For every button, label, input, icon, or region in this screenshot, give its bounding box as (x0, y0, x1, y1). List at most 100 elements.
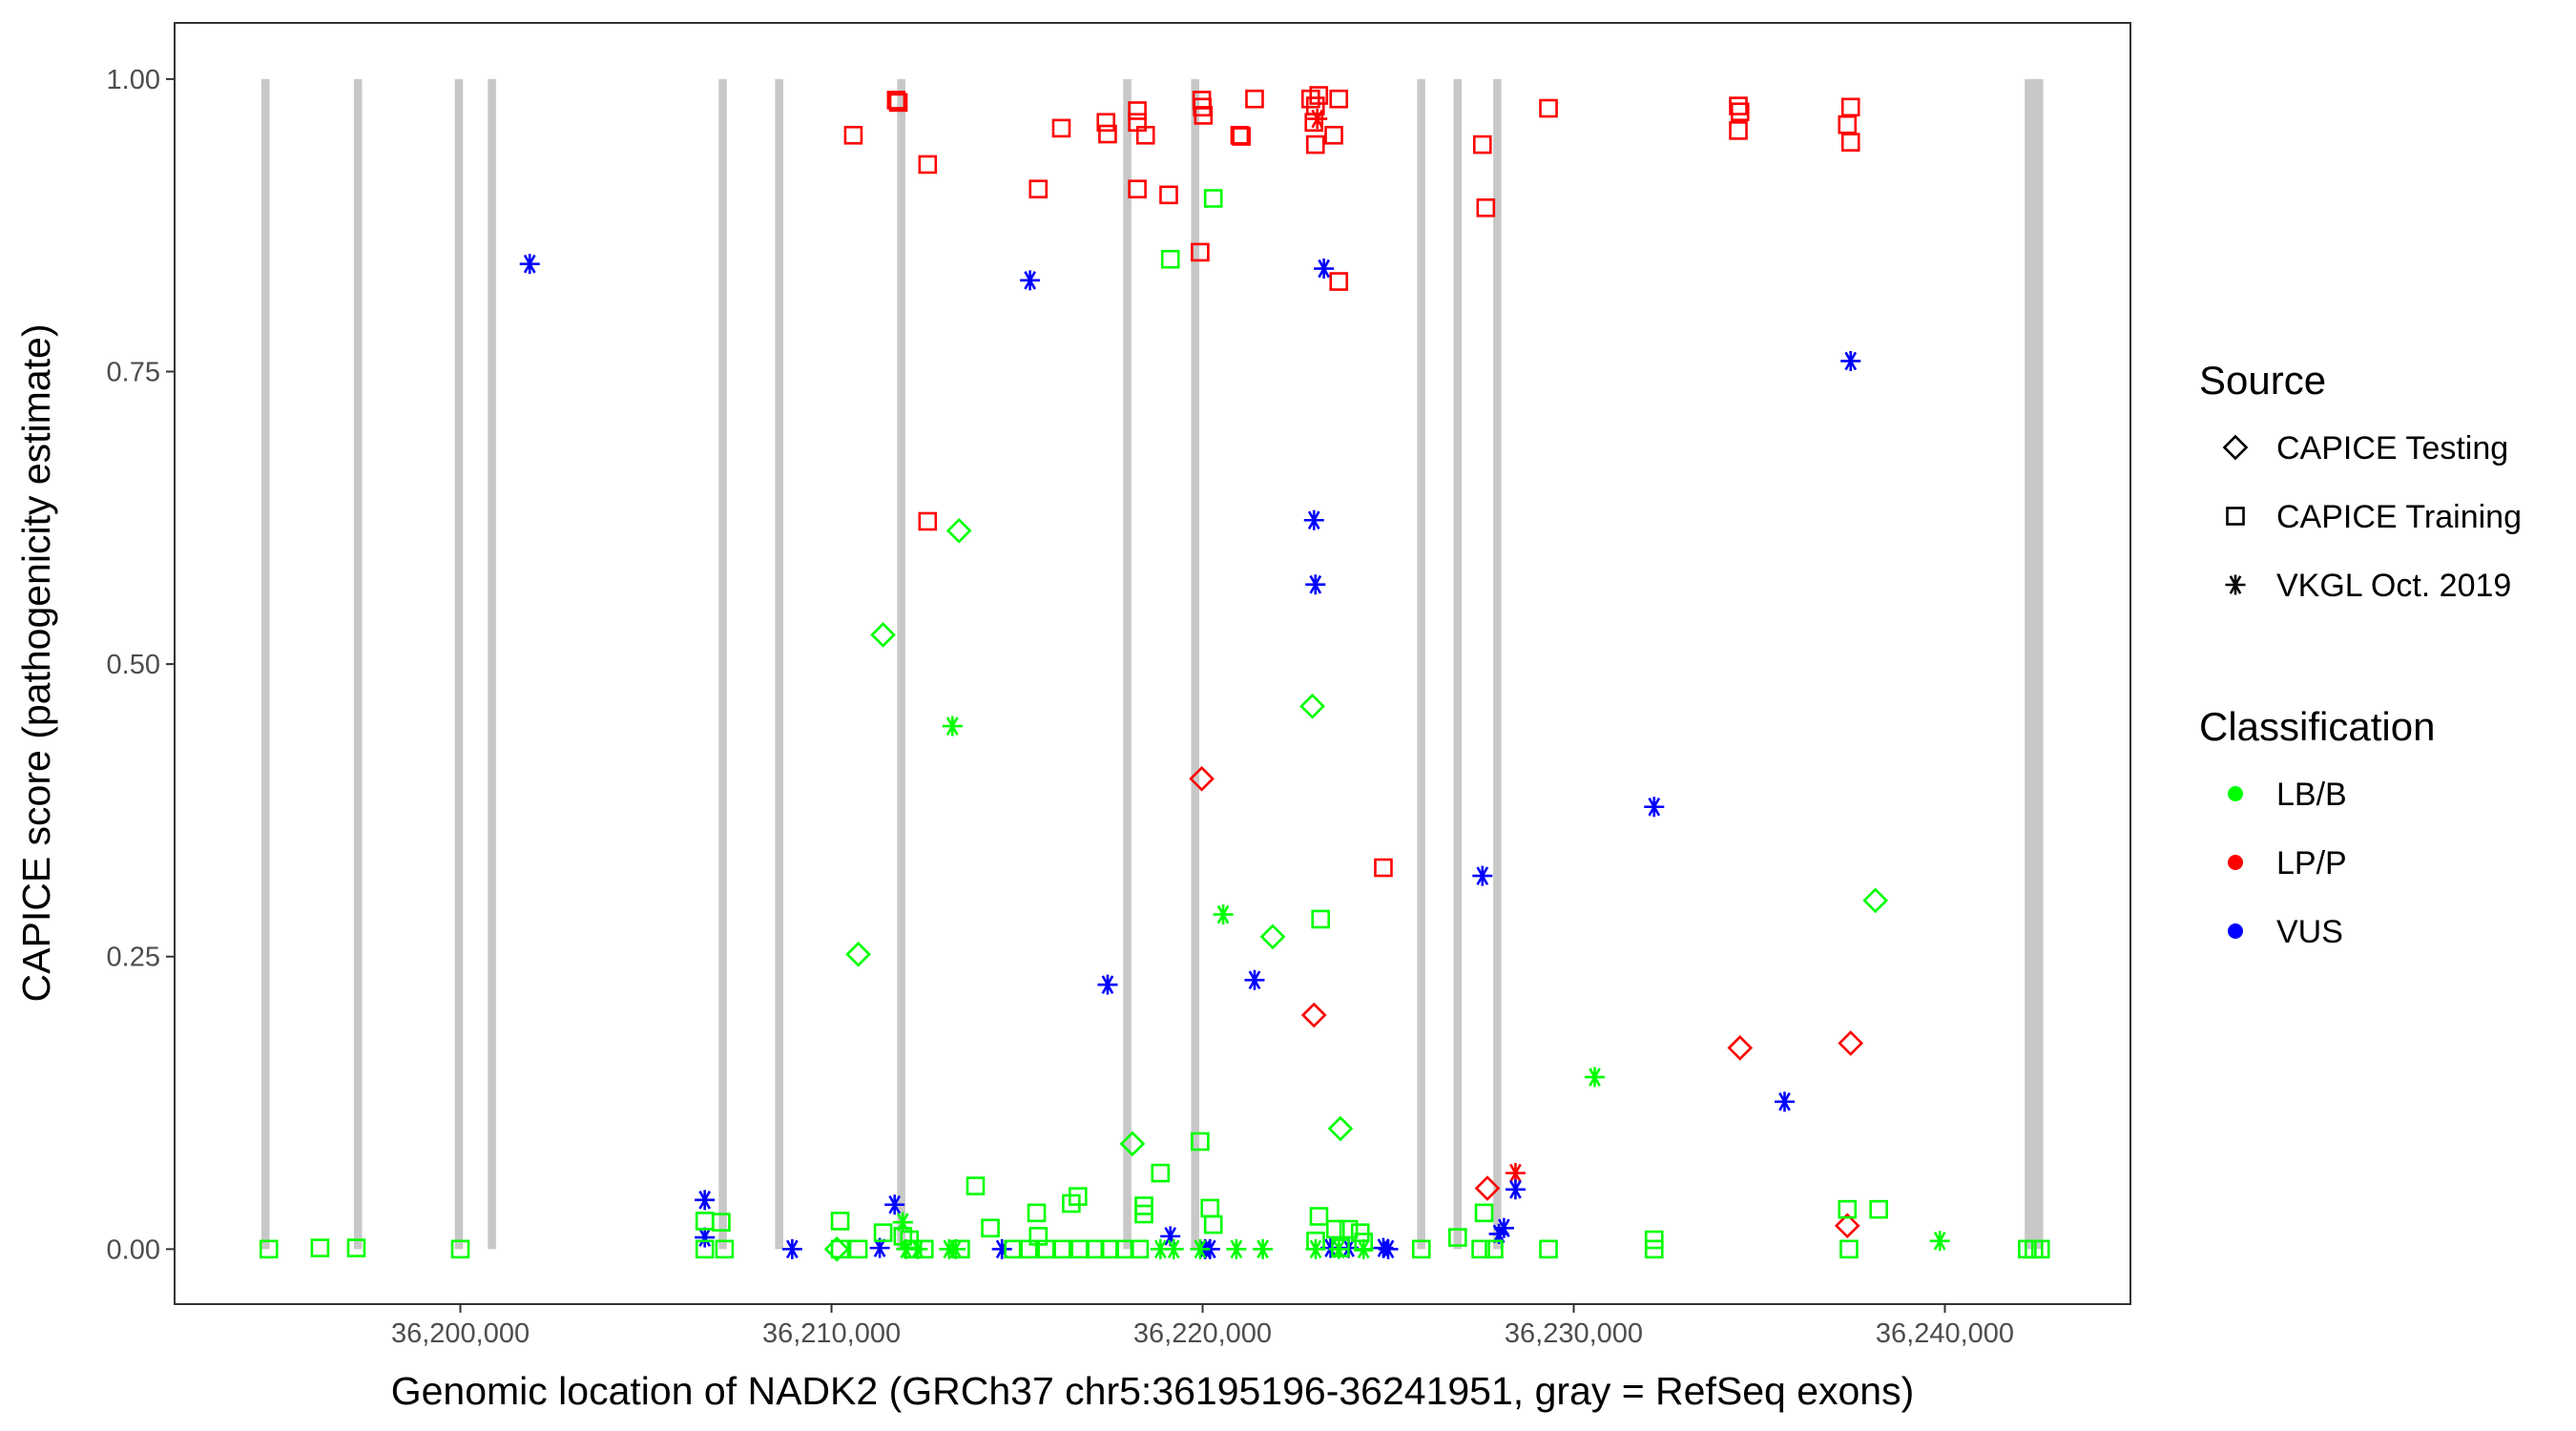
data-point (830, 1239, 850, 1259)
data-point (981, 1218, 1000, 1238)
data-point (1130, 1239, 1150, 1259)
data-point (1834, 1213, 1860, 1239)
data-point (1128, 101, 1147, 120)
data-point (1115, 1239, 1134, 1259)
data-point (1305, 135, 1325, 155)
data-point (896, 1238, 917, 1259)
data-point (2030, 1239, 2050, 1259)
data-point (1476, 197, 1496, 218)
data-point (1325, 1219, 1345, 1239)
data-point (1493, 1217, 1514, 1238)
data-point (886, 91, 906, 110)
x-tick-label: 36,210,000 (762, 1318, 901, 1349)
data-point (712, 1213, 731, 1232)
data-point (843, 125, 863, 145)
data-point (945, 517, 972, 544)
y-axis-ticks: 0.00 0.25 0.50 0.75 1.00 (107, 65, 175, 1265)
data-point (1259, 923, 1286, 950)
series-capice-training-lp-p (843, 86, 1860, 878)
data-point (1096, 113, 1116, 133)
data-point (1775, 1091, 1795, 1112)
data-point (1028, 179, 1049, 198)
x-tick-label: 36,220,000 (1133, 1318, 1272, 1349)
data-point (715, 1239, 735, 1259)
data-point (1245, 89, 1264, 109)
data-point (1193, 97, 1212, 117)
exon-bar (1191, 78, 1200, 1250)
exon-bar (261, 78, 270, 1250)
data-point (1929, 1231, 1950, 1252)
data-point (1203, 1214, 1223, 1234)
legend-sources: CAPICE Testing CAPICE Training VKGL Oct. 2… (2222, 430, 2522, 604)
data-point (1190, 1238, 1211, 1259)
data-point (1474, 1203, 1494, 1223)
data-point (942, 716, 963, 736)
data-point (1869, 1199, 1888, 1219)
data-point (1191, 1131, 1210, 1151)
data-point (259, 1239, 279, 1259)
data-points (259, 86, 2050, 1262)
data-point (1485, 1239, 1504, 1259)
data-point (1472, 865, 1493, 886)
data-point (1244, 969, 1265, 990)
data-point (892, 1212, 913, 1233)
plot-panel-border (174, 22, 2131, 1305)
data-point (1862, 887, 1889, 914)
y-axis-title: CAPICE score (pathogenicity estimate) (14, 324, 58, 1003)
series-capice-testing-lb-b (823, 517, 1889, 1262)
data-point (1226, 1238, 1247, 1259)
data-point (695, 1212, 715, 1231)
legend-source-label: VKGL Oct. 2019 (2276, 568, 2511, 604)
data-point (1328, 1238, 1349, 1259)
data-point (1303, 509, 1324, 530)
exon-bar (353, 78, 363, 1250)
x-axis-ticks: 36,200,000 36,210,000 36,220,000 36,230,000… (391, 1304, 2014, 1349)
data-point (869, 1237, 890, 1258)
data-point (1353, 1238, 1374, 1259)
legend-source-title: Source (2199, 358, 2326, 403)
legend-key-dot-icon (2228, 855, 2243, 870)
x-tick-label: 36,200,000 (391, 1318, 530, 1349)
data-point (1213, 904, 1234, 925)
data-point (1727, 1035, 1754, 1061)
data-point (1840, 350, 1861, 371)
data-point (1309, 1207, 1329, 1226)
data-point (1232, 127, 1251, 146)
data-point (1505, 1163, 1526, 1184)
data-point (1068, 1187, 1088, 1206)
data-point (1200, 1198, 1220, 1218)
data-point (845, 941, 871, 967)
data-point (907, 1238, 928, 1259)
data-point (1098, 124, 1117, 144)
data-point (918, 155, 938, 175)
legend-key-dot-icon (2228, 786, 2243, 801)
legend-classification-title: Classification (2199, 704, 2435, 749)
legend-class-label: LB/B (2276, 777, 2347, 813)
data-point (1020, 270, 1041, 291)
data-point (1305, 574, 1326, 595)
data-point (1004, 1239, 1023, 1259)
y-tick-label: 0.75 (107, 357, 160, 387)
data-point (1135, 125, 1155, 145)
data-point (1350, 1223, 1370, 1242)
exon-bar (897, 78, 905, 1250)
data-point (310, 1238, 330, 1257)
x-tick-label: 36,230,000 (1505, 1318, 1643, 1349)
data-point (991, 1238, 1012, 1259)
y-tick-label: 0.25 (107, 943, 160, 973)
x-tick-label: 36,240,000 (1876, 1318, 2014, 1349)
data-point (1448, 1228, 1467, 1247)
legend-key-asterisk-icon (2225, 574, 2246, 595)
data-point (346, 1238, 366, 1257)
data-point (966, 1176, 986, 1195)
data-point (1729, 96, 1748, 115)
data-point (1163, 1238, 1184, 1259)
data-point (1730, 102, 1750, 122)
exon-bar (2025, 78, 2044, 1250)
data-point (1488, 1223, 1509, 1244)
data-point (1474, 1175, 1501, 1201)
exon-bar (1453, 78, 1463, 1250)
legend-source-label: CAPICE Training (2276, 499, 2522, 535)
data-point (1070, 1239, 1090, 1259)
